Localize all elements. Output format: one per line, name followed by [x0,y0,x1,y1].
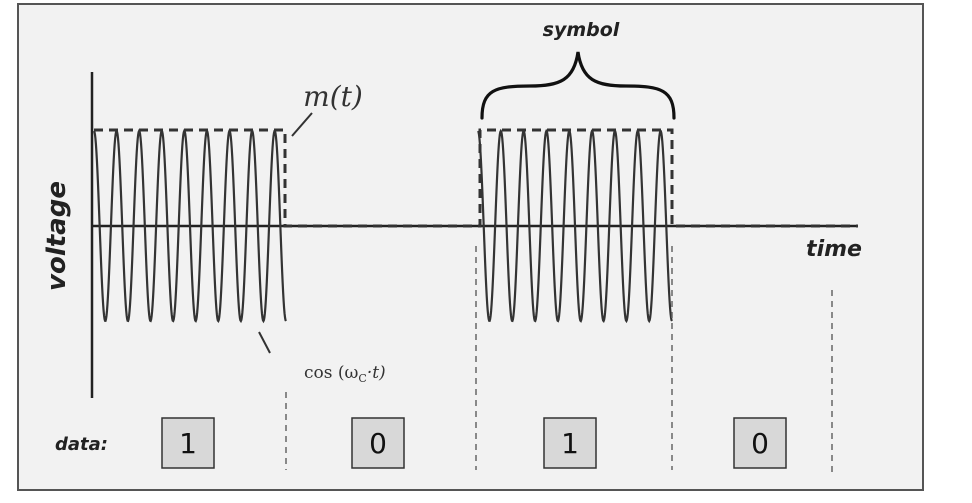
bit-value-1: 1 [179,427,197,460]
envelope-m-of-t [94,128,858,228]
carrier-wave-burst-2 [477,128,673,324]
carrier-label-subscript: C [358,372,366,385]
carrier-label: cos (ωC·t) [304,363,386,385]
envelope-label: m(t) [303,80,363,113]
bit-value-2: 0 [369,427,387,460]
symbol-label: symbol [543,19,620,41]
carrier-leader-line [258,331,271,354]
carrier-label-prefix: cos (ω [304,363,359,383]
envelope-leader-line [291,112,313,137]
carrier-label-suffix: ·t) [367,363,386,383]
x-axis-label: time [806,237,862,262]
carrier-wave-burst-1 [93,128,287,324]
bit-box-2 [351,417,405,469]
bit-box-3 [543,417,597,469]
data-row-label: data: [55,434,108,455]
bit-value-3: 1 [561,427,579,460]
figure-frame [17,3,924,491]
symbol-brace [480,51,676,120]
bit-box-1 [161,417,215,469]
bit-box-4 [733,417,787,469]
y-axis-label: voltage [42,181,72,291]
bit-value-4: 0 [751,427,769,460]
